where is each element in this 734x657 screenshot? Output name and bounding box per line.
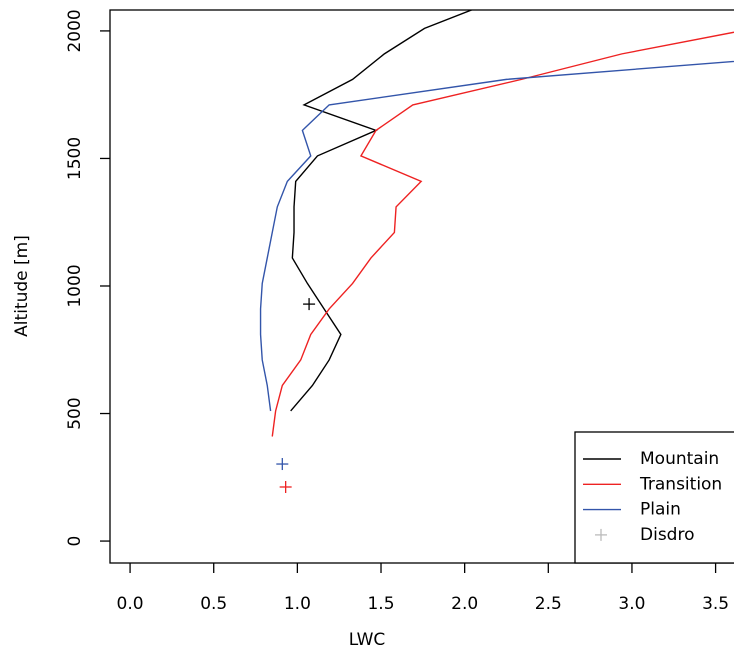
y-tick-label: 500 xyxy=(65,397,85,429)
x-tick-label: 1.0 xyxy=(284,594,311,614)
legend-label: Plain xyxy=(640,500,681,520)
y-tick-label: 1000 xyxy=(65,264,85,307)
series-line xyxy=(290,10,474,412)
y-tick-label: 0 xyxy=(65,536,85,547)
series-line xyxy=(271,31,734,437)
y-axis-label: Altitude [m] xyxy=(12,235,32,337)
x-tick-label: 3.0 xyxy=(618,594,645,614)
legend-marker xyxy=(595,528,607,541)
legend-label: Disdro xyxy=(640,525,694,545)
legend-box xyxy=(574,431,734,564)
x-tick-label: 2.0 xyxy=(451,594,478,614)
legend-label: Transition xyxy=(639,474,722,494)
legend-label: Mountain xyxy=(640,449,719,469)
plot-area xyxy=(259,10,734,493)
x-tick-label: 2.5 xyxy=(535,594,562,614)
y-tick-label: 2000 xyxy=(65,9,85,52)
point-marker xyxy=(303,298,316,311)
x-tick-label: 3.5 xyxy=(702,594,729,614)
y-tick-label: 1500 xyxy=(65,137,85,180)
point-marker xyxy=(279,480,292,493)
x-tick-label: 0.5 xyxy=(200,594,227,614)
x-tick-label: 0.0 xyxy=(117,594,144,614)
x-axis-label: LWC xyxy=(349,630,386,650)
series-line xyxy=(259,60,734,412)
point-marker xyxy=(276,458,289,471)
x-tick-label: 1.5 xyxy=(367,594,394,614)
